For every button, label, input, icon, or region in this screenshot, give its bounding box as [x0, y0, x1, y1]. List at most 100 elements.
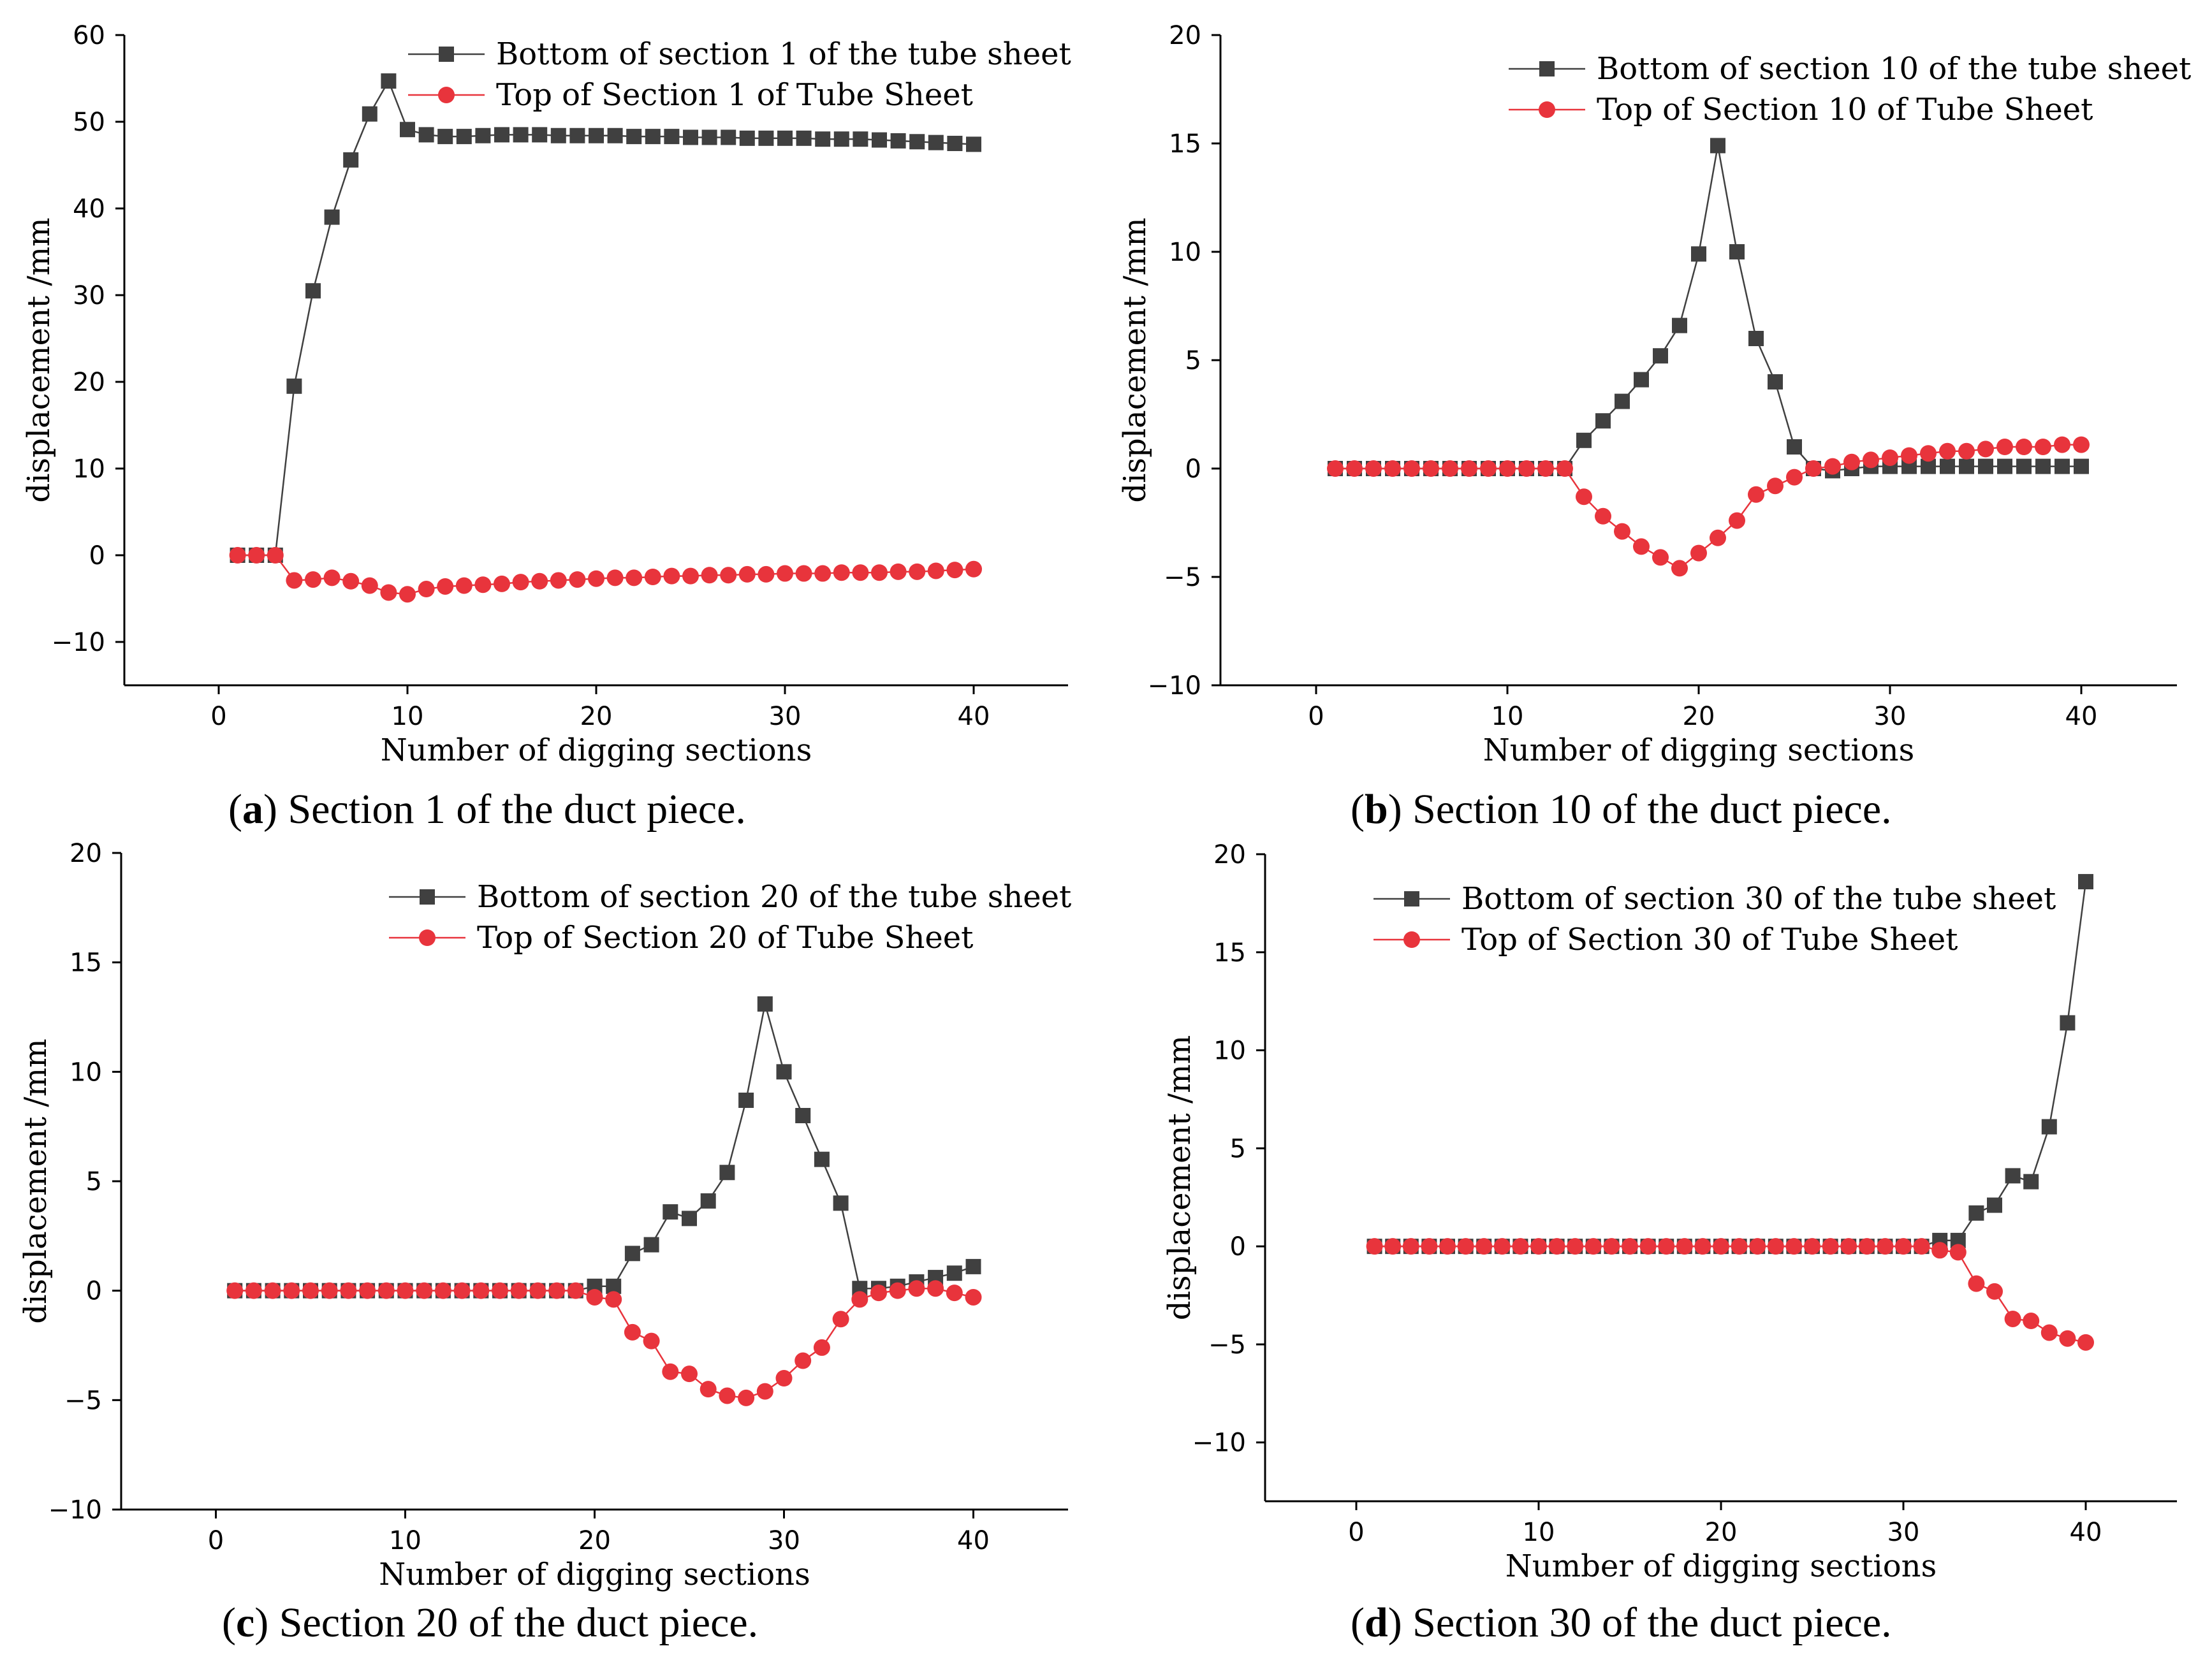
- data-point-square: [872, 132, 887, 148]
- data-point-square: [890, 133, 906, 149]
- x-tick-label: 0: [1308, 702, 1324, 731]
- data-point-square: [739, 130, 755, 146]
- data-point-circle: [1457, 1238, 1474, 1255]
- y-axis-label: displacement /mm: [21, 217, 57, 502]
- y-tick-label: 10: [1213, 1037, 1246, 1066]
- data-point-square: [966, 136, 981, 152]
- y-tick-label: 40: [73, 194, 105, 224]
- x-tick-label: 10: [1523, 1518, 1555, 1547]
- y-tick-label: 0: [86, 1277, 102, 1306]
- data-point-square: [626, 129, 642, 145]
- data-point-square: [1940, 458, 1955, 474]
- data-point-square: [777, 130, 793, 146]
- data-point-circle: [1493, 1238, 1511, 1255]
- data-point-circle: [1622, 1238, 1638, 1255]
- series-line-1: [1335, 444, 2081, 569]
- y-tick-label: 5: [1185, 346, 1201, 375]
- data-point-circle: [340, 1282, 357, 1299]
- y-tick-label: −5: [1208, 1330, 1246, 1360]
- data-point-circle: [946, 562, 963, 579]
- data-point-circle: [777, 565, 793, 582]
- data-point-square: [1710, 138, 1725, 154]
- data-point-circle: [229, 547, 246, 564]
- data-point-circle: [1996, 439, 2013, 455]
- data-point-square: [833, 1195, 849, 1211]
- data-point-circle: [719, 1387, 736, 1404]
- x-tick-label: 10: [389, 1526, 421, 1555]
- data-point-circle: [1858, 1238, 1875, 1255]
- data-point-square: [643, 1237, 659, 1253]
- data-point-circle: [644, 569, 661, 585]
- y-tick-label: 15: [70, 949, 102, 978]
- data-point-square: [965, 1258, 981, 1274]
- chart-panel-c: −10 −5 0 5 10 15 20 0 10 20 30 40 Number of digging …: [0, 829, 1106, 1594]
- data-point-circle: [1439, 1238, 1456, 1255]
- data-point-square: [946, 1265, 962, 1281]
- data-point-circle: [1518, 460, 1535, 477]
- data-point-circle: [512, 574, 529, 591]
- data-point-circle: [1530, 1238, 1547, 1255]
- series-line-0: [235, 1003, 974, 1292]
- data-point-circle: [2016, 439, 2032, 455]
- y-tick-label: 5: [1230, 1134, 1246, 1163]
- data-point-circle: [1785, 1238, 1803, 1255]
- data-point-circle: [226, 1282, 244, 1299]
- data-point-square: [664, 129, 680, 145]
- x-tick-label: 40: [2065, 702, 2098, 731]
- data-point-square: [719, 1165, 735, 1181]
- data-point-square: [589, 127, 604, 143]
- x-axis-label: Number of digging sections: [1483, 732, 1914, 768]
- data-point-circle: [1423, 460, 1439, 477]
- data-point-circle: [1749, 1238, 1766, 1255]
- x-tick-label: 30: [768, 1526, 800, 1555]
- data-point-square: [2016, 458, 2032, 474]
- data-point-circle: [1863, 451, 1879, 469]
- y-tick-label: −5: [64, 1386, 102, 1415]
- y-tick-label: −10: [52, 628, 105, 657]
- data-point-circle: [283, 1282, 300, 1299]
- data-point-circle: [1633, 538, 1650, 555]
- legend-label: Bottom of section 10 of the tube sheet: [1597, 51, 2191, 87]
- data-point-square: [381, 73, 397, 89]
- data-point-square: [418, 127, 434, 143]
- data-point-circle: [605, 1291, 622, 1308]
- x-tick-label: 40: [957, 1526, 990, 1555]
- data-point-square: [1595, 413, 1611, 429]
- data-point-square: [814, 1151, 830, 1167]
- data-point-circle: [1804, 1238, 1820, 1255]
- data-point-circle: [871, 564, 888, 581]
- data-point-square: [456, 129, 472, 145]
- data-point-square: [909, 134, 925, 150]
- data-point-square: [815, 131, 831, 147]
- legend-marker-circle: [419, 929, 436, 946]
- y-tick-label: 50: [73, 108, 105, 137]
- chart-panel-d: −10 −5 0 5 10 15 20 0 10 20 30 40 Number of digging …: [1106, 829, 2212, 1594]
- data-point-square: [1615, 393, 1630, 409]
- caption-b: (b) Section 10 of the duct piece.: [1351, 786, 1892, 833]
- data-point-circle: [738, 565, 756, 583]
- data-point-square: [286, 378, 302, 394]
- x-axis-label: Number of digging sections: [1505, 1548, 1937, 1584]
- data-point-square: [738, 1092, 754, 1108]
- chart-svg-c: −10 −5 0 5 10 15 20 0 10 20 30 40 Number of digging …: [18, 839, 1071, 1592]
- data-point-circle: [1346, 460, 1363, 477]
- data-point-circle: [1731, 1238, 1748, 1255]
- data-point-circle: [1365, 460, 1382, 477]
- data-point-circle: [418, 581, 435, 598]
- data-point-circle: [682, 567, 699, 585]
- data-point-square: [1672, 317, 1687, 333]
- y-tick-label: 0: [1185, 455, 1201, 484]
- data-point-circle: [1652, 549, 1669, 566]
- data-point-circle: [1931, 1242, 1949, 1259]
- chart-panel-a: −10 0 10 20 30 40 50 60 0 10 20 30 40 Number of diggi…: [0, 0, 1106, 775]
- data-point-circle: [1840, 1238, 1857, 1255]
- x-tick-label: 30: [1887, 1518, 1920, 1547]
- data-point-circle: [1421, 1238, 1438, 1255]
- data-point-circle: [264, 1282, 281, 1299]
- data-point-square: [1748, 331, 1764, 346]
- data-point-square: [324, 209, 340, 225]
- chart-svg-a: −10 0 10 20 30 40 50 60 0 10 20 30 40 Number of diggi…: [21, 21, 1071, 768]
- legend-label: Bottom of section 1 of the tube sheet: [496, 36, 1071, 72]
- x-tick-label: 40: [958, 702, 990, 731]
- x-tick-label: 20: [578, 1526, 611, 1555]
